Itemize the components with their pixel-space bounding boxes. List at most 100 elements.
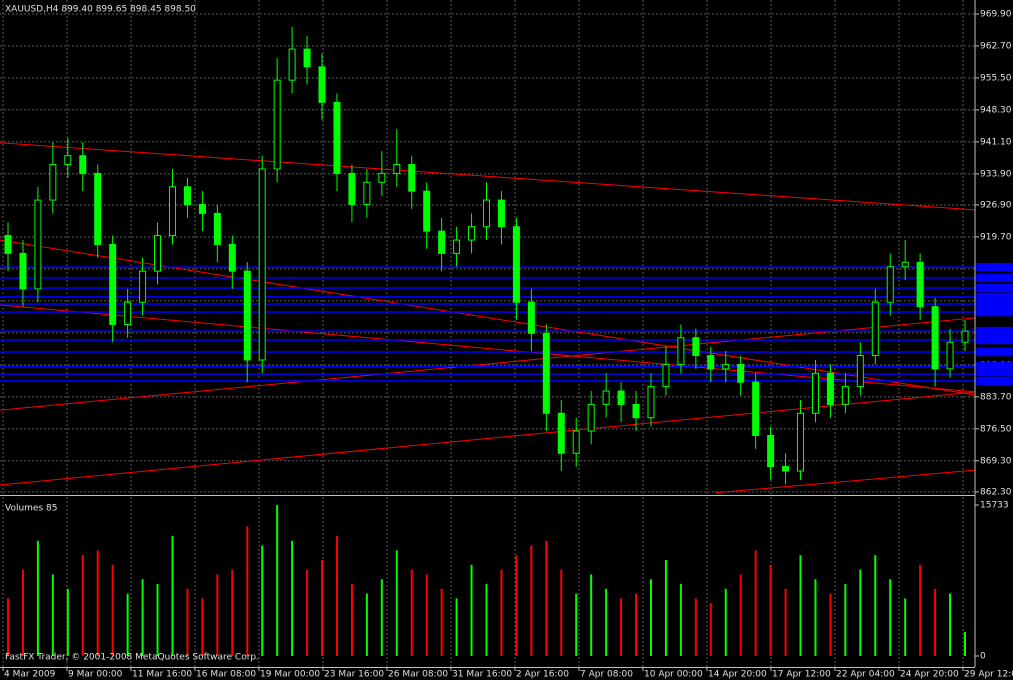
x-tick-label: 22 Apr 04:00 [836, 670, 895, 680]
candle-body [707, 355, 715, 370]
volume-bar [246, 526, 249, 657]
candle-body [243, 270, 251, 361]
candle-body [767, 434, 775, 468]
candle-body [393, 164, 401, 174]
y-tick-label: 969.90 [980, 9, 1012, 19]
volume-bar [455, 598, 458, 657]
volume-bar [291, 540, 294, 657]
volume-bar [889, 579, 892, 657]
grid [0, 0, 975, 667]
volume-bar [859, 569, 862, 657]
volume-bar [36, 540, 39, 657]
level-marker [975, 307, 1013, 317]
volume-bar [321, 560, 324, 657]
volume-bar [171, 536, 174, 657]
y-tick-label: 883.70 [980, 392, 1012, 402]
y-tick-label: 876.50 [980, 424, 1012, 434]
x-tick-label: 14 Apr 20:00 [708, 670, 767, 680]
level-marker [975, 283, 1013, 293]
x-tick-label: 26 Mar 08:00 [388, 670, 448, 680]
volume-bar [7, 598, 9, 657]
level-marker [975, 299, 1013, 309]
y-tick-label: 955.50 [980, 73, 1012, 83]
candle-body [34, 199, 42, 290]
candle-body [168, 186, 176, 237]
volume-bar [51, 574, 54, 657]
volume-bar [365, 593, 368, 657]
candle-body [228, 244, 236, 272]
volume-bar [500, 569, 503, 657]
volume-bar [724, 588, 727, 657]
volume-bar [934, 588, 937, 657]
x-tick-label: 9 Mar 00:00 [68, 670, 123, 680]
volume-bar [649, 579, 652, 657]
candle-body [497, 199, 505, 228]
volume-title: Volumes 85 [5, 504, 57, 514]
x-tick-label: 11 Mar 16:00 [132, 670, 192, 680]
candle-body [4, 235, 12, 254]
y-tick-label: 933.90 [980, 169, 1012, 179]
y-tick-label: 962.70 [980, 41, 1012, 51]
candle-body [677, 337, 685, 365]
y-tick-label: 919.70 [980, 232, 1012, 242]
candle-body [901, 261, 909, 268]
candle-body [632, 403, 640, 419]
candle-body [154, 235, 162, 272]
volume-bar [470, 564, 473, 657]
x-tick-label: 23 Mar 16:00 [324, 670, 384, 680]
volume-bar [635, 593, 638, 657]
volume-bar [395, 550, 398, 657]
volume-bar [844, 584, 847, 657]
candle-body [333, 101, 341, 174]
x-tick-label: 16 Mar 08:00 [196, 670, 256, 680]
candle-body [602, 390, 610, 405]
candle-body [797, 412, 805, 472]
candle-body [811, 372, 819, 414]
volume-bar [186, 588, 189, 657]
y-tick-label: 948.30 [980, 105, 1012, 115]
candle-body [483, 199, 490, 228]
volume-bar [126, 593, 129, 657]
candle-body [49, 164, 57, 201]
y-tick-label: 862.30 [980, 487, 1012, 497]
candle-body [512, 226, 520, 303]
level-marker [975, 335, 1013, 345]
candle-body [587, 403, 595, 432]
x-tick-label: 19 Mar 00:00 [260, 670, 320, 680]
y-tick-label: 941.10 [980, 137, 1012, 147]
volume-bar [814, 579, 817, 657]
candle-body [871, 301, 879, 357]
candle-body [19, 252, 27, 290]
trend-line [715, 469, 975, 494]
candle-body [542, 332, 550, 414]
volume-bar [261, 545, 264, 657]
volume-pane [7, 505, 966, 657]
candle-body [213, 212, 221, 246]
candle-body [737, 363, 745, 383]
candle-body [692, 337, 700, 357]
candle-body [348, 172, 356, 206]
candles [4, 26, 969, 485]
candle-body [198, 204, 206, 214]
candle-body [64, 155, 72, 166]
level-marker [975, 347, 1013, 357]
level-marker [975, 326, 1013, 336]
volume-bar [694, 598, 697, 657]
x-tick-label: 24 Apr 20:00 [900, 670, 959, 680]
candle-body [303, 48, 311, 68]
candle-body [931, 306, 939, 370]
candle-body [273, 79, 281, 170]
candle-body [408, 164, 416, 192]
volume-bar [410, 569, 413, 657]
volume-bar [335, 536, 338, 657]
candle-body [438, 230, 446, 254]
candle-body [662, 363, 670, 388]
x-tick-label: 4 Mar 2009 [4, 670, 56, 680]
candle-body [453, 239, 461, 254]
candle-body [886, 266, 894, 303]
y-tick-label: 0 [980, 652, 986, 662]
candle-body [916, 261, 924, 308]
candle-body [961, 330, 969, 343]
candle-body [318, 66, 326, 103]
